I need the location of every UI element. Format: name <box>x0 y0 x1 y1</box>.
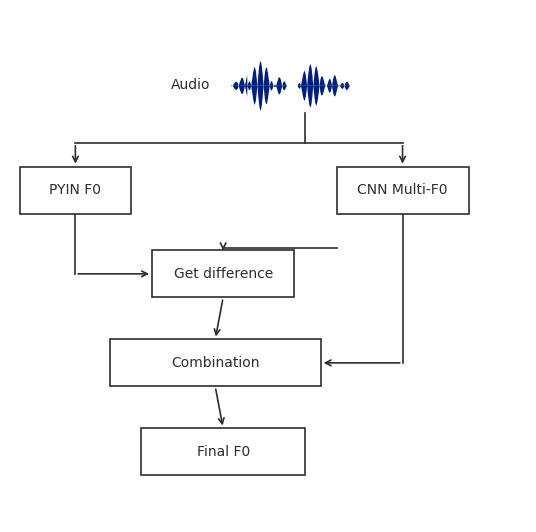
FancyBboxPatch shape <box>20 167 131 214</box>
FancyBboxPatch shape <box>110 339 321 386</box>
Text: Audio: Audio <box>170 78 210 93</box>
Text: Final F0: Final F0 <box>197 445 250 459</box>
Text: PYIN F0: PYIN F0 <box>49 183 101 197</box>
FancyBboxPatch shape <box>152 250 294 297</box>
Text: Combination: Combination <box>171 356 259 370</box>
FancyBboxPatch shape <box>337 167 468 214</box>
FancyBboxPatch shape <box>142 428 305 476</box>
Text: CNN Multi-F0: CNN Multi-F0 <box>358 183 448 197</box>
Text: Get difference: Get difference <box>174 267 273 281</box>
